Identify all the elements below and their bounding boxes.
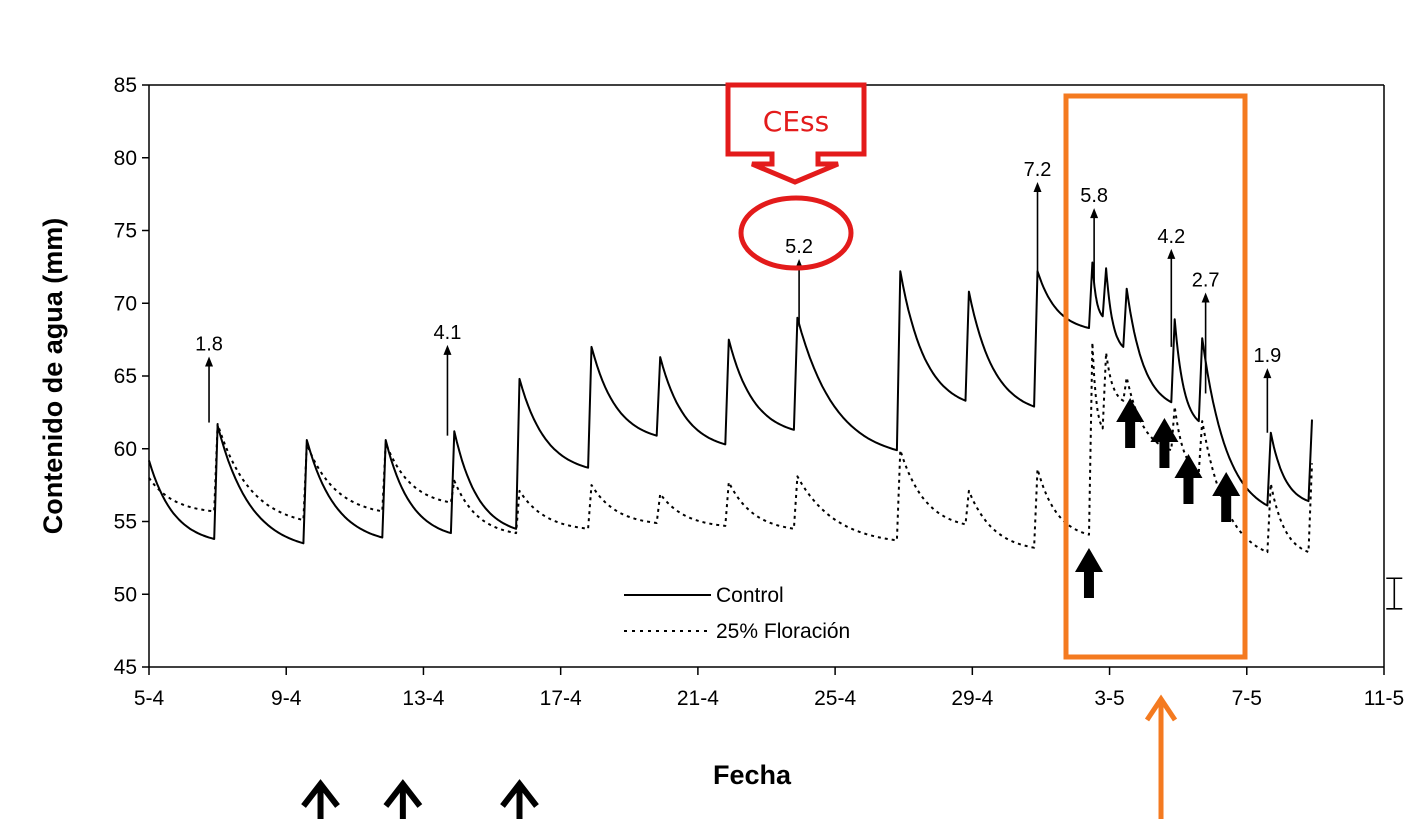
bold-arrow [1212, 472, 1241, 522]
irrigation-arrow-head [383, 779, 423, 808]
error-bar [1386, 577, 1403, 610]
y-tick-label: 50 [114, 583, 137, 606]
series-line-control [148, 261, 1313, 545]
bold-arrows [1074, 398, 1241, 598]
legend-label-floracion: 25% Floración [716, 620, 850, 643]
y-tick-label: 65 [114, 365, 137, 388]
x-tick-label: 9-4 [271, 687, 302, 710]
annotation-label: 4.1 [434, 322, 462, 344]
bold-arrow [1074, 548, 1103, 598]
y-tick-label: 70 [114, 292, 137, 315]
annotation-arrow-head [205, 356, 214, 367]
y-tick-label: 75 [114, 220, 137, 243]
x-tick-label: 11-5 [1364, 687, 1404, 710]
x-tick-label: 29-4 [951, 687, 993, 710]
x-tick-label: 17-4 [540, 687, 582, 710]
annotation-label: 5.2 [785, 236, 813, 258]
x-tick-label: 21-4 [677, 687, 719, 710]
highlight-arrow-head [1144, 694, 1178, 722]
y-axis-title: Contenido de agua (mm) [38, 218, 68, 535]
annotation-label: 5.8 [1080, 185, 1108, 207]
y-tick-label: 45 [114, 656, 137, 679]
y-tick-label: 85 [114, 74, 137, 97]
y-tick-label: 55 [114, 511, 137, 534]
below-axis-arrows [301, 694, 1178, 819]
y-ticks: 45 50 55 60 65 70 75 80 85 [114, 74, 149, 679]
annotation-label: 7.2 [1024, 159, 1052, 181]
annotation-label: 4.2 [1157, 226, 1185, 248]
x-tick-label: 13-4 [402, 687, 444, 710]
annotation-layer: 1.8 4.1 5.2 7.2 5.8 4.2 2.7 1.9 [195, 159, 1281, 436]
irrigation-arrow-head [500, 779, 539, 808]
y-tick-label: 60 [114, 438, 137, 461]
bold-arrow [1150, 418, 1179, 468]
cess-highlight-ellipse [738, 195, 854, 271]
cess-label: CEss [763, 105, 829, 138]
annotation-label: 2.7 [1192, 270, 1220, 292]
series-line-floracion [148, 341, 1313, 554]
annotation-arrow-head [1033, 181, 1042, 192]
annotation-label: 1.8 [195, 334, 223, 356]
annotation-label: 1.9 [1253, 345, 1281, 367]
legend: Control 25% Floración [624, 584, 850, 643]
irrigation-arrow-head [301, 779, 340, 808]
x-tick-label: 25-4 [814, 687, 856, 710]
x-tick-label: 7-5 [1232, 687, 1262, 710]
annotation-arrow-head [1263, 368, 1272, 379]
series-layer [148, 261, 1313, 554]
annotation-arrow-head [1090, 208, 1099, 219]
cess-callout-arrow-shape [725, 82, 867, 185]
cess-callout: CEss [725, 82, 867, 271]
annotation-arrow-head [443, 344, 452, 355]
highlight-box [1063, 93, 1248, 660]
x-tick-label: 5-4 [134, 687, 165, 710]
annotation-arrow-head [1201, 292, 1210, 303]
legend-label-control: Control [716, 584, 784, 607]
x-ticks: 5-4 9-4 13-4 17-4 21-4 25-4 29-4 3-5 7-5 11-5 [134, 667, 1404, 710]
bold-arrow [1116, 398, 1145, 448]
x-axis-title: Fecha [713, 760, 792, 790]
annotation-arrow-head [1167, 248, 1176, 259]
bold-arrow [1174, 454, 1203, 504]
x-tick-label: 3-5 [1094, 687, 1124, 710]
y-tick-label: 80 [114, 147, 137, 170]
